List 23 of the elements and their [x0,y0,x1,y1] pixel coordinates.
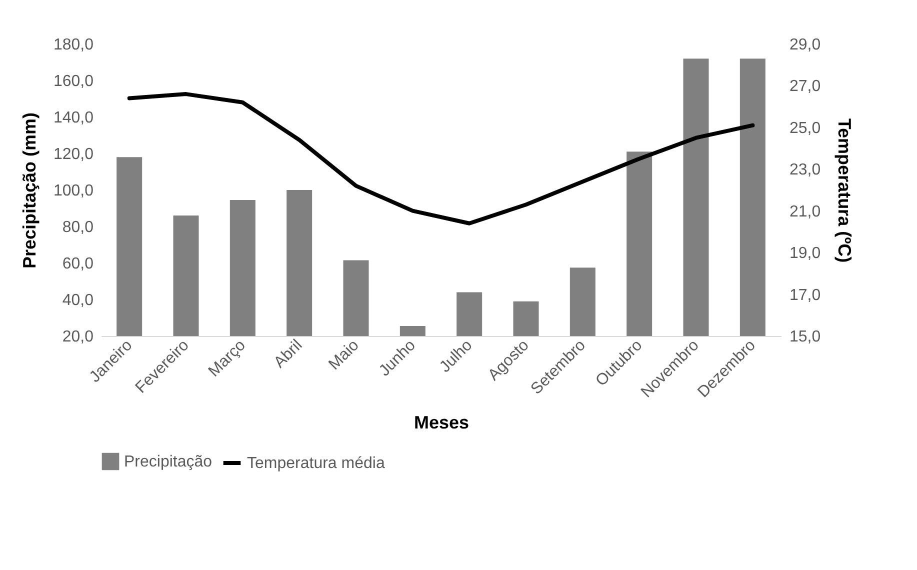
y-tick-label: 20,0 [62,328,94,346]
line-series [127,92,755,226]
legend-label: Precipitação [124,454,212,470]
y2-tick-label: 29,0 [790,36,821,54]
y2-tick-label: 15,0 [790,328,821,346]
y-tick-label: 160,0 [53,73,94,90]
legend-label: Temperatura média [247,455,385,472]
y2-tick-label: 25,0 [790,120,821,137]
y2-tick-label: 27,0 [790,78,821,96]
y-tick-label: 60,0 [62,256,94,272]
y-tick-label: 100,0 [53,182,94,200]
y-tick-label: 140,0 [53,110,94,126]
y2-tick-label: 21,0 [790,203,821,220]
y2-tick-label: 17,0 [790,286,821,304]
y-tick-label: 120,0 [53,146,94,163]
x-axis-title: Meses [414,412,470,432]
y2-tick-label: 19,0 [790,245,821,262]
y-tick-label: 80,0 [62,219,94,236]
y2-tick-label: 23,0 [790,162,821,179]
y-tick-label: 40,0 [62,292,94,309]
y-tick-label: 180,0 [53,36,94,54]
y2-axis-title: Temperatura (ºC) [834,118,855,263]
y-axis-title: Precipitação (mm) [19,112,40,269]
